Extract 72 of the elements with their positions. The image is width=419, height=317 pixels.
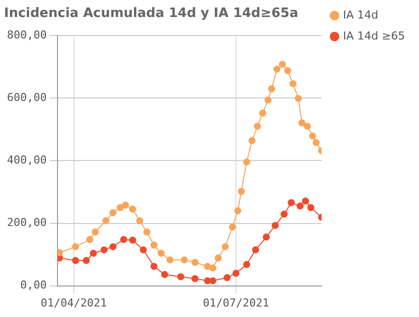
y-tick-label: 200,00 (6, 216, 47, 230)
point (290, 80, 297, 88)
point (143, 228, 150, 236)
point (302, 198, 309, 205)
point (296, 202, 304, 210)
point (191, 275, 198, 282)
point (307, 204, 314, 212)
point (204, 262, 211, 270)
point (82, 256, 90, 264)
y-tick-label: 800,00 (6, 28, 47, 42)
point (273, 66, 280, 73)
point (116, 204, 124, 212)
point (100, 246, 108, 254)
point (288, 199, 295, 206)
point (284, 67, 292, 74)
point (259, 110, 266, 117)
point (214, 254, 222, 262)
point (312, 139, 320, 146)
point (248, 137, 256, 144)
point (234, 207, 242, 214)
point (150, 262, 158, 270)
point (278, 60, 286, 68)
y-tick-label: 0,00 (20, 278, 47, 292)
legend-label: IA 14d (343, 8, 378, 22)
point (120, 236, 128, 244)
point (122, 202, 129, 209)
point (191, 258, 198, 266)
point (58, 249, 64, 256)
point (264, 96, 272, 104)
point (136, 217, 144, 224)
legend-label: IA 14d ≥65 (343, 29, 406, 42)
point (92, 228, 99, 236)
point (254, 122, 261, 130)
point (140, 246, 147, 254)
x-tick-label: 01/07/2021 (202, 296, 270, 310)
x-tick-label: 01/04/2021 (40, 296, 107, 310)
point (262, 234, 270, 241)
point (294, 94, 302, 102)
point (161, 271, 168, 278)
point (238, 188, 245, 195)
point (298, 119, 306, 126)
point (180, 256, 188, 264)
point (304, 122, 311, 130)
point (150, 242, 158, 249)
point (102, 217, 110, 224)
point (280, 210, 288, 218)
point (224, 274, 231, 282)
point (72, 243, 80, 250)
point (166, 256, 174, 264)
chart-title: Incidencia Acumulada 14d y IA 14d≥65a (4, 6, 298, 22)
point (222, 243, 229, 250)
point (209, 264, 216, 272)
point (232, 270, 240, 277)
point (252, 246, 260, 254)
point (86, 236, 94, 244)
point (90, 250, 97, 257)
point (228, 224, 236, 231)
y-tick-label: 400,00 (6, 154, 47, 167)
point (243, 158, 250, 166)
point (177, 273, 184, 280)
point (268, 85, 276, 92)
point (129, 236, 136, 244)
point (129, 206, 136, 213)
point (158, 250, 165, 257)
point (272, 222, 279, 229)
y-tick-label: 600,00 (6, 91, 47, 104)
point (72, 256, 80, 264)
point (209, 277, 216, 284)
point (109, 243, 116, 250)
point (309, 132, 316, 140)
point (109, 209, 116, 216)
point (243, 261, 250, 268)
